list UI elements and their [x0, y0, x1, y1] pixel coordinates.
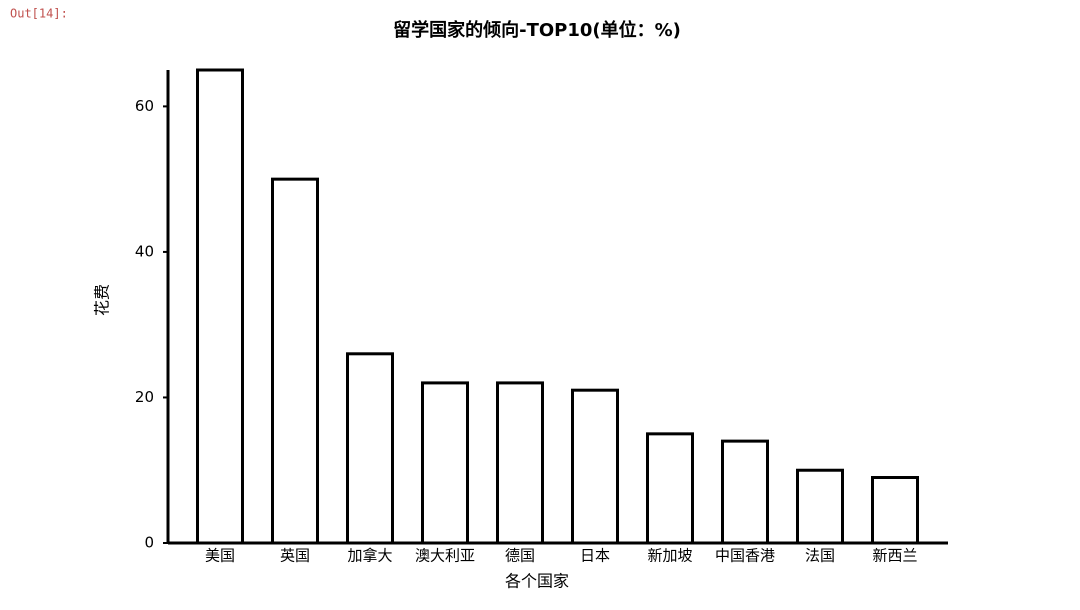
bar	[871, 476, 919, 545]
x-tick-label: 澳大利亚	[415, 547, 475, 565]
y-tick-label: 40	[135, 242, 154, 260]
x-tick-label: 新加坡	[647, 547, 692, 565]
x-tick-label: 加拿大	[347, 547, 392, 565]
bar	[496, 381, 544, 545]
x-tick-label: 英国	[280, 547, 310, 565]
bar	[421, 381, 469, 545]
bar	[571, 388, 619, 545]
bar	[796, 468, 844, 545]
y-axis-label: 花费	[93, 284, 112, 316]
x-tick-label: 德国	[505, 547, 535, 565]
y-tick-label: 20	[135, 388, 154, 406]
bar	[346, 352, 394, 545]
x-tick-label: 日本	[580, 547, 610, 565]
x-axis-label: 各个国家	[505, 572, 569, 591]
bar	[271, 177, 319, 545]
x-tick-label: 法国	[805, 547, 835, 565]
output-prompt: Out[14]:	[10, 7, 68, 21]
y-tick-label: 0	[144, 534, 154, 552]
x-tick-label: 美国	[205, 547, 235, 565]
x-tick-label: 中国香港	[715, 547, 775, 565]
chart-title: 留学国家的倾向-TOP10(单位：%)	[393, 19, 681, 41]
x-tick-label: 新西兰	[872, 547, 917, 565]
bar	[196, 68, 244, 545]
y-tick-label: 60	[135, 97, 154, 115]
bar	[646, 432, 694, 545]
bar	[721, 439, 769, 545]
